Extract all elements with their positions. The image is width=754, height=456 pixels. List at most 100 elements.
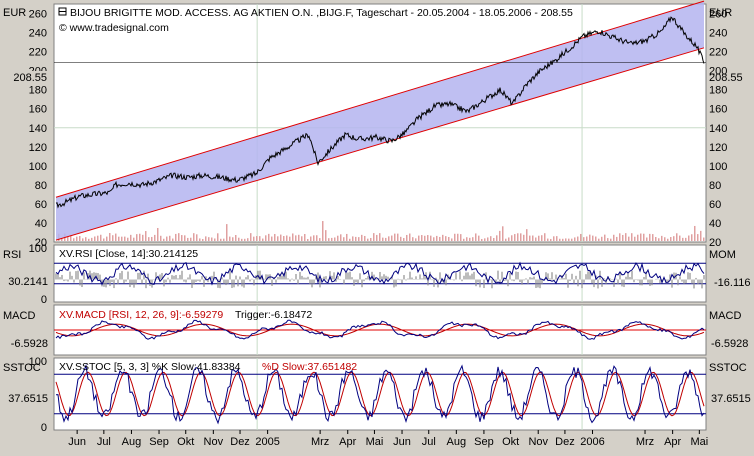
- volume-bar: [73, 238, 75, 241]
- volume-bar: [301, 236, 303, 241]
- volume-bar: [202, 238, 204, 241]
- x-tick-label: Sep: [474, 436, 494, 448]
- volume-bar: [274, 233, 276, 241]
- volume-bar: [229, 236, 231, 241]
- x-tick-label: Dez: [230, 436, 250, 448]
- volume-bar: [406, 234, 408, 241]
- volume-bar: [475, 233, 477, 241]
- volume-bar: [655, 236, 657, 241]
- price-tick-label-right: 180: [709, 85, 727, 97]
- volume-bar: [364, 235, 366, 241]
- volume-bar: [163, 238, 165, 241]
- volume-bar: [463, 238, 465, 241]
- volume-bar: [199, 238, 201, 241]
- price-tick-label-left: 120: [29, 142, 47, 154]
- price-tick-label-left: 60: [35, 199, 47, 211]
- volume-bar: [289, 236, 291, 241]
- volume-bar: [136, 234, 138, 241]
- volume-bar: [154, 234, 156, 241]
- price-tick-label-left: 260: [29, 9, 47, 21]
- volume-bar: [124, 236, 126, 241]
- volume-bar: [496, 235, 498, 241]
- volume-bar: [238, 237, 240, 241]
- volume-bar: [454, 233, 456, 241]
- volume-bar: [346, 233, 348, 241]
- volume-bar: [223, 238, 225, 241]
- volume-bar: [481, 238, 483, 241]
- volume-bar: [265, 235, 267, 241]
- volume-bar: [517, 233, 519, 241]
- rsi-label-right: MOM: [709, 249, 736, 261]
- volume-bar: [367, 238, 369, 241]
- price-tick-label-left: 80: [35, 180, 47, 192]
- volume-bar: [523, 234, 525, 241]
- volume-bar: [169, 235, 171, 241]
- volume-bar: [208, 237, 210, 241]
- volume-bar: [79, 236, 81, 241]
- volume-bar: [244, 238, 246, 241]
- volume-bar: [241, 238, 243, 241]
- macd-value-left: -6.5928: [11, 338, 48, 350]
- price-tick-label-left: 160: [29, 104, 47, 116]
- volume-bar: [385, 237, 387, 241]
- macd-series-line: [55, 319, 705, 340]
- volume-bar: [679, 235, 681, 241]
- rsi-tick-label: 0: [41, 294, 47, 306]
- volume-bar: [598, 238, 600, 241]
- volume-bar: [607, 238, 609, 241]
- volume-bar: [151, 236, 153, 241]
- rsi-label-left: RSI: [3, 249, 21, 261]
- price-tick-label-right: 120: [709, 142, 727, 154]
- volume-bar: [97, 235, 99, 241]
- volume-bar: [271, 236, 273, 241]
- volume-bar: [100, 234, 102, 241]
- volume-bar: [697, 234, 699, 241]
- price-series-line: [55, 16, 705, 209]
- x-tick-label: 2005: [255, 436, 279, 448]
- volume-bar: [436, 235, 438, 241]
- volume-bar: [583, 237, 585, 241]
- x-tick-label: Aug: [447, 436, 467, 448]
- volume-bar: [310, 236, 312, 241]
- volume-bar: [139, 233, 141, 241]
- volume-bar: [253, 236, 255, 241]
- volume-bar: [313, 235, 315, 241]
- x-tick-label: Dez: [555, 436, 575, 448]
- volume-bar: [670, 237, 672, 241]
- volume-bar: [502, 226, 504, 241]
- volume-bar: [649, 233, 651, 241]
- volume-bar: [130, 234, 132, 241]
- volume-bar: [166, 236, 168, 241]
- volume-bar: [643, 233, 645, 241]
- price-tick-label-left: 240: [29, 28, 47, 40]
- x-tick-label: Jun: [393, 436, 411, 448]
- macd-trigger-legend: Trigger:-6.18472: [235, 309, 312, 321]
- volume-bar: [103, 238, 105, 241]
- x-tick-label: Mai: [366, 436, 384, 448]
- volume-bar: [82, 238, 84, 241]
- sstoc-value-right: 37.6515: [711, 393, 751, 405]
- volume-bar: [286, 235, 288, 241]
- price-tick-label-left: 100: [29, 161, 47, 173]
- volume-bar: [625, 233, 627, 241]
- volume-bar: [127, 237, 129, 241]
- volume-bar: [451, 238, 453, 241]
- volume-bar: [682, 237, 684, 241]
- volume-bar: [514, 234, 516, 241]
- rsi-tick-label: 100: [29, 243, 47, 255]
- volume-bar: [559, 238, 561, 241]
- price-tick-label-right: 60: [709, 199, 721, 211]
- sstoc-k-line: [55, 363, 705, 425]
- volume-bar: [181, 235, 183, 241]
- price-tick-label-right: 160: [709, 104, 727, 116]
- volume-bar: [370, 237, 372, 241]
- volume-bar: [196, 234, 198, 241]
- volume-bar: [109, 233, 111, 241]
- volume-bar: [256, 236, 258, 241]
- volume-bar: [175, 233, 177, 241]
- price-unit-right: EUR: [709, 7, 732, 19]
- volume-bar: [550, 238, 552, 241]
- volume-bar: [112, 235, 114, 241]
- volume-bar: [595, 236, 597, 241]
- rsi-value-left: 30.2141: [8, 276, 48, 288]
